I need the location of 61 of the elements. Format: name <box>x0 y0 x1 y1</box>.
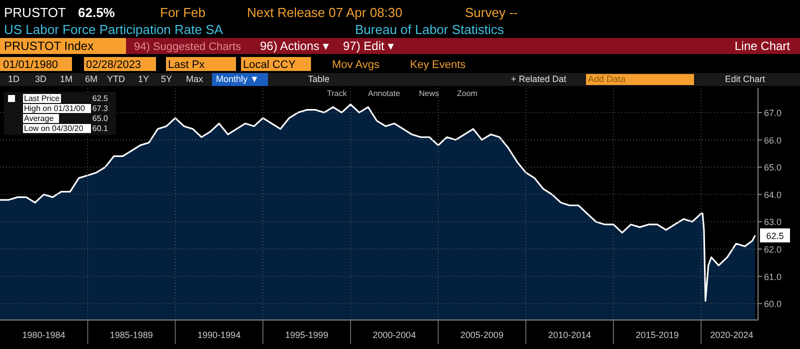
text: Mov Avgs <box>332 59 380 71</box>
text: 1D <box>8 74 20 84</box>
annotation: Low on 04/30/20 <box>24 124 84 133</box>
annotation: 60.1 <box>92 124 109 133</box>
x-tick-label: 1985-1989 <box>110 330 153 340</box>
x-tick-label: 1990-1994 <box>198 330 241 340</box>
x-tick-label: 2005-2009 <box>460 330 504 340</box>
x-tick-label: 1980-1984 <box>22 330 66 340</box>
text: 3D <box>35 74 48 84</box>
annotation: News <box>419 89 440 98</box>
text: 62.5% <box>78 5 116 20</box>
y-tick-label: 62.0 <box>764 244 782 255</box>
annotation: Annotate <box>368 89 401 98</box>
text: Key Events <box>410 59 466 71</box>
text: Survey -- <box>465 5 518 20</box>
text: For Feb <box>160 5 206 20</box>
text: Next Release 07 Apr 08:30 <box>247 5 402 20</box>
x-tick-label: 2020-2024 <box>710 330 754 340</box>
text: 94) Suggested Charts <box>134 41 242 53</box>
x-tick-label: 2000-2004 <box>372 330 416 340</box>
text: Local CCY <box>243 59 296 71</box>
text: 97) Edit ▾ <box>343 39 394 53</box>
x-tick-label: 1995-1999 <box>285 330 328 340</box>
text: 1Y <box>138 74 150 84</box>
text: 96) Actions ▾ <box>260 39 329 53</box>
annotation: Average <box>24 114 54 123</box>
annotation: 62.5 <box>766 230 784 241</box>
text: Table <box>308 74 330 84</box>
y-tick-label: 66.0 <box>764 135 782 146</box>
text: YTD <box>107 74 126 84</box>
annotation: 67.3 <box>92 104 109 113</box>
text: Max <box>186 74 204 84</box>
text: PRUSTOT <box>4 5 66 20</box>
y-tick-label: 61.0 <box>764 272 782 282</box>
annotation: 62.5 <box>92 94 109 103</box>
annotation: Track <box>327 89 348 98</box>
text: PRUSTOT Index <box>4 39 94 53</box>
chart-title: US Labor Force Participation Rate SA <box>4 22 224 37</box>
legend-label: Last Price <box>24 94 60 103</box>
text: 6M <box>85 74 98 84</box>
annotation: High on 01/31/00 <box>24 104 86 113</box>
y-tick-label: 64.0 <box>764 190 782 200</box>
text: Edit Chart <box>725 74 766 84</box>
text: Last Px <box>168 59 206 71</box>
y-tick-label: 67.0 <box>764 108 782 118</box>
text: 1M <box>60 74 73 84</box>
text: Add Data <box>588 74 626 84</box>
text: Monthly ▼ <box>216 74 259 84</box>
x-tick-label: 2010-2014 <box>548 330 592 340</box>
text: Bureau of Labor Statistics <box>355 22 504 37</box>
annotation: 65.0 <box>92 114 109 123</box>
text: 01/01/1980 <box>3 59 58 71</box>
text: 02/28/2023 <box>86 59 142 71</box>
y-tick-label: 63.0 <box>764 217 782 228</box>
x-tick-label: 2015-2019 <box>636 330 679 340</box>
text: + Related Dat <box>511 74 567 84</box>
y-tick-label: 60.0 <box>764 299 782 310</box>
y-tick-label: 65.0 <box>764 162 782 173</box>
annotation: Zoom <box>457 89 478 98</box>
text: Line Chart <box>734 39 791 53</box>
text: 5Y <box>161 74 172 84</box>
